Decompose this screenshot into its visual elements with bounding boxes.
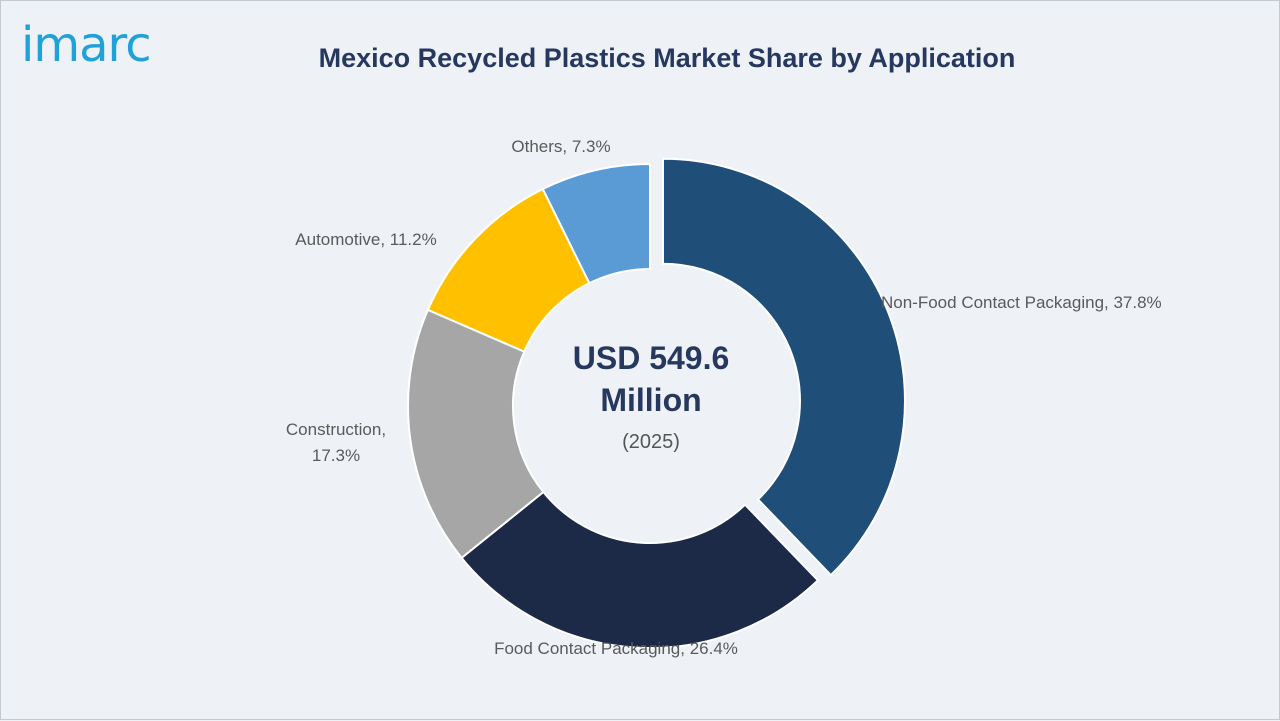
center-total-value: USD 549.6 Million (572, 340, 730, 418)
slice-label-others: Others, 7.3% (511, 137, 611, 156)
donut-hole (514, 270, 786, 542)
slice-construction (407, 308, 545, 560)
slice-label-non-food-contact-packaging: Non-Food Contact Packaging, 37.8% (881, 293, 1162, 312)
slice-label-construction: Construction, 17.3% (285, 420, 387, 465)
slice-food-contact-packaging (460, 490, 820, 649)
slice-non-food-contact-packaging (661, 157, 906, 577)
center-year: (2025) (622, 431, 680, 453)
slice-label-food-contact-packaging: Food Contact Packaging, 26.4% (494, 639, 738, 658)
chart-title: Mexico Recycled Plastics Market Share by… (318, 43, 1016, 73)
slice-others (541, 162, 651, 285)
slice-label-automotive: Automotive, 11.2% (295, 230, 437, 249)
imarc-logo: imarc (21, 17, 152, 73)
